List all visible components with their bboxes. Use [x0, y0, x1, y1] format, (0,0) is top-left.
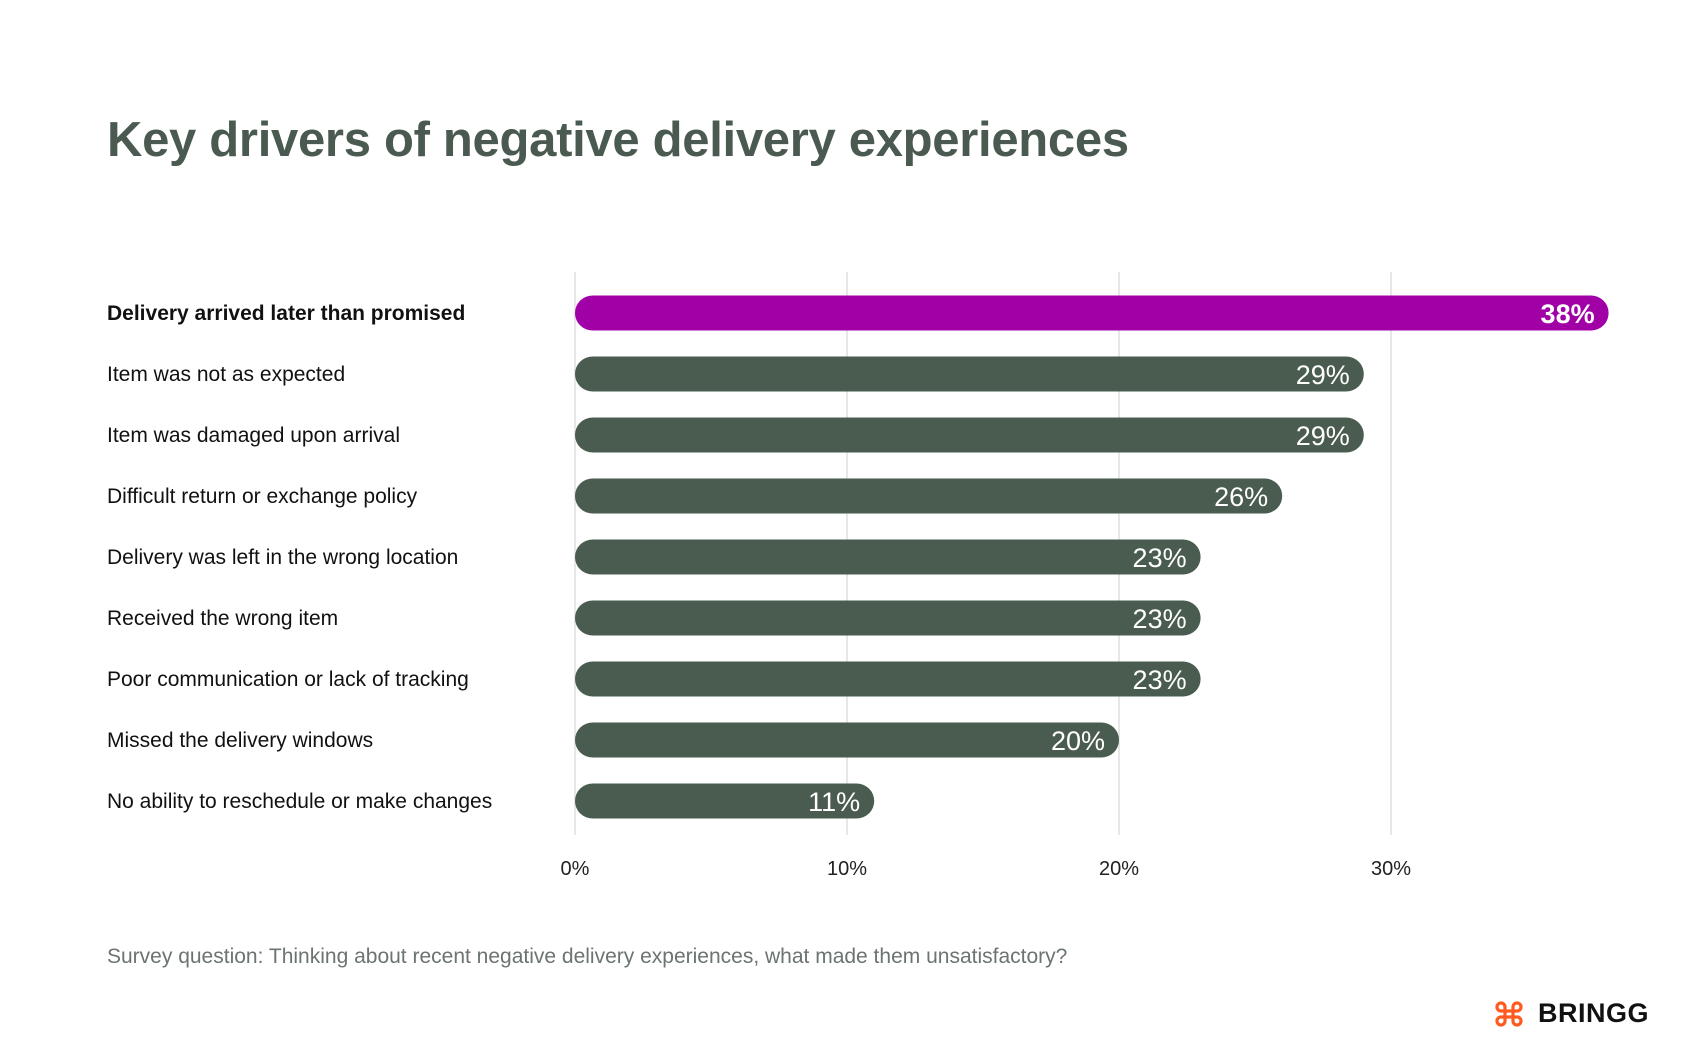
- bar: [575, 600, 1201, 636]
- bringg-logo: BRINGG: [1494, 998, 1649, 1029]
- x-tick-label: 0%: [561, 858, 590, 880]
- bar: [575, 722, 1119, 758]
- category-label: Received the wrong item: [107, 607, 338, 630]
- x-tick-label: 20%: [1099, 858, 1139, 880]
- category-label: Poor communication or lack of tracking: [107, 668, 469, 691]
- bar: [575, 295, 1609, 331]
- category-label: Missed the delivery windows: [107, 729, 373, 752]
- bar: [575, 417, 1364, 453]
- category-label: Item was not as expected: [107, 363, 345, 386]
- bar-value-label: 26%: [1214, 482, 1268, 512]
- chart-title: Key drivers of negative delivery experie…: [107, 113, 1129, 167]
- bar: [575, 356, 1364, 392]
- bringg-logo-icon: [1495, 1000, 1523, 1027]
- bar-value-label: 20%: [1051, 726, 1105, 756]
- bar-value-label: 23%: [1133, 543, 1187, 573]
- bringg-logo-text: BRINGG: [1538, 998, 1649, 1028]
- bar-value-label: 29%: [1296, 421, 1350, 451]
- bar: [575, 539, 1201, 575]
- bar-value-label: 38%: [1541, 299, 1595, 329]
- bar-value-label: 11%: [808, 787, 860, 817]
- bar-value-label: 23%: [1133, 665, 1187, 695]
- category-label: Item was damaged upon arrival: [107, 424, 400, 447]
- bar: [575, 661, 1201, 697]
- category-label: Difficult return or exchange policy: [107, 485, 418, 508]
- x-tick-label: 30%: [1371, 858, 1411, 880]
- bar: [575, 783, 875, 819]
- category-label: Delivery arrived later than promised: [107, 302, 465, 325]
- bar-value-label: 23%: [1133, 604, 1187, 634]
- category-label: Delivery was left in the wrong location: [107, 546, 458, 569]
- category-label: No ability to reschedule or make changes: [107, 790, 492, 813]
- bar: [575, 478, 1283, 514]
- bar-value-label: 29%: [1296, 360, 1350, 390]
- x-tick-label: 10%: [827, 858, 867, 880]
- survey-footnote: Survey question: Thinking about recent n…: [107, 945, 1068, 968]
